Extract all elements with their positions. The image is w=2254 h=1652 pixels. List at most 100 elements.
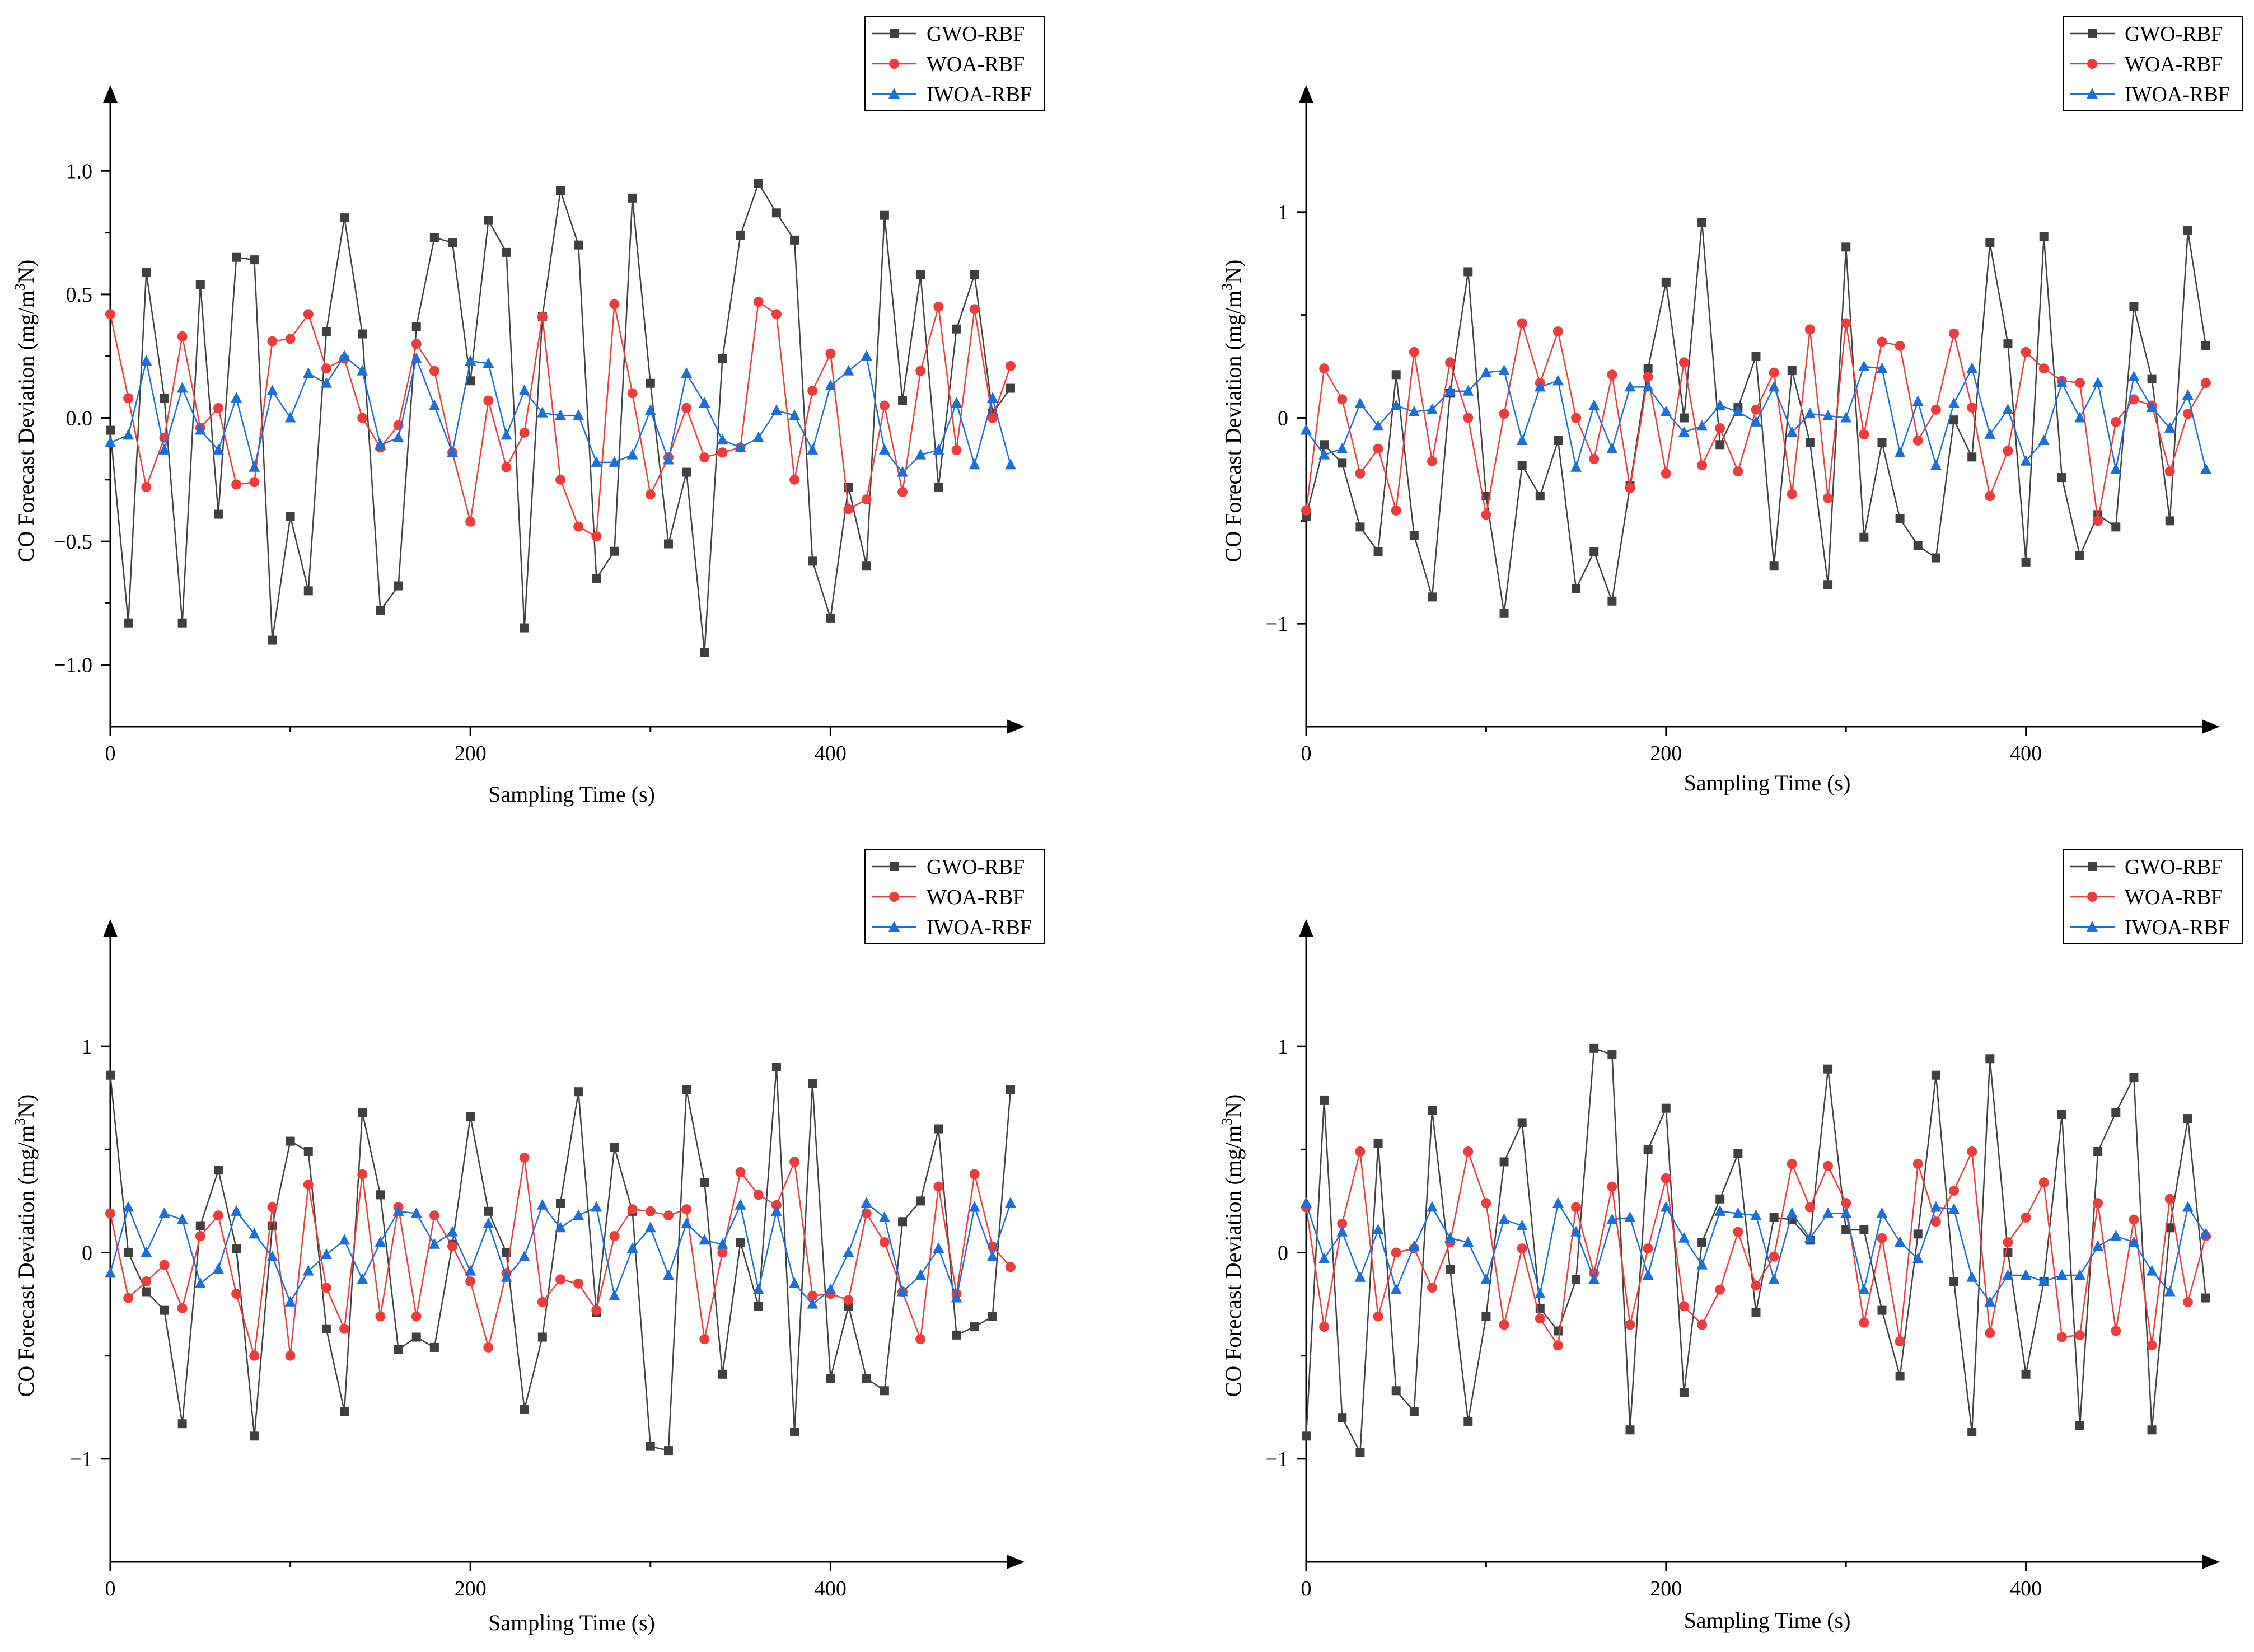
data-point [771, 1063, 781, 1071]
legend-label: GWO-RBF [927, 855, 1025, 879]
data-point [2200, 463, 2211, 474]
data-point [231, 479, 242, 490]
data-point [2075, 551, 2085, 560]
data-point [555, 1222, 566, 1233]
data-point [1913, 541, 1923, 550]
x-tick-label: 0 [105, 742, 116, 765]
data-point [717, 447, 728, 458]
y-tick-label: −1 [1266, 612, 1288, 636]
data-point [1967, 452, 1977, 462]
data-point [284, 1295, 296, 1307]
data-point [1967, 1146, 1977, 1157]
data-point [1606, 1213, 1618, 1224]
data-point [1570, 1225, 1582, 1237]
data-point [555, 1274, 565, 1285]
data-point [1877, 1233, 1887, 1243]
data-point [753, 1190, 764, 1200]
data-point [2003, 446, 2013, 456]
data-point [1804, 1202, 1815, 1213]
data-point [1463, 267, 1473, 277]
legend-label: WOA-RBF [927, 53, 1025, 76]
data-point [177, 618, 187, 628]
data-point [645, 1206, 656, 1216]
data-point [1804, 1232, 1816, 1243]
data-point [1588, 399, 1600, 410]
data-point [2129, 394, 2139, 405]
data-point [1787, 1159, 1797, 1169]
data-point [610, 1143, 619, 1152]
data-point [1463, 1146, 1474, 1157]
data-point [321, 1324, 331, 1333]
data-point [970, 1322, 979, 1332]
data-point [789, 409, 801, 420]
data-point [177, 331, 188, 341]
data-point [555, 474, 565, 485]
data-point [626, 448, 638, 460]
data-point [519, 427, 530, 438]
data-point [663, 1210, 674, 1221]
data-point [1858, 1283, 1870, 1294]
data-point [375, 1311, 386, 1322]
data-point [807, 443, 819, 455]
data-point [1804, 324, 1815, 335]
data-point [1841, 318, 1851, 329]
data-point [1607, 1181, 1617, 1192]
data-point [123, 1201, 134, 1212]
data-point [2020, 1269, 2032, 1280]
data-point [2003, 339, 2013, 349]
data-point [536, 1199, 548, 1210]
data-point [771, 309, 782, 320]
legend-label: WOA-RBF [2125, 53, 2223, 76]
data-point [916, 270, 925, 279]
data-point [2182, 1201, 2194, 1212]
data-point [1373, 1139, 1383, 1148]
series-iwoa-rbf [105, 350, 1016, 477]
data-point [2146, 1265, 2158, 1276]
data-point [177, 1303, 188, 1313]
legend-marker-icon [888, 921, 900, 932]
data-point [1301, 424, 1312, 435]
data-point [897, 466, 909, 477]
data-point [880, 210, 889, 220]
data-point [1984, 1295, 1996, 1307]
data-point [1337, 394, 1348, 405]
data-point [1320, 440, 1329, 450]
y-axis-title: CO Forecast Deviation (mg/m3N) [12, 1094, 39, 1397]
data-point [321, 327, 331, 336]
data-point [249, 1228, 260, 1239]
data-point [1444, 1232, 1456, 1243]
data-point [1354, 397, 1366, 408]
legend-marker-icon [2088, 862, 2097, 871]
data-point [1409, 531, 1419, 540]
data-point [915, 1269, 927, 1280]
data-point [878, 443, 890, 455]
data-point [1355, 522, 1365, 532]
data-point [825, 380, 836, 391]
data-point [213, 509, 223, 519]
data-point [2039, 232, 2049, 241]
data-point [682, 467, 691, 477]
y-axis-title: CO Forecast Deviation (mg/m3N) [1219, 1094, 1246, 1397]
data-point [429, 366, 439, 376]
data-point [1930, 1201, 1942, 1212]
data-point [1006, 361, 1016, 371]
data-point [1823, 1064, 1833, 1074]
data-point [2038, 363, 2049, 374]
data-point [1678, 357, 1689, 368]
data-point [933, 1181, 944, 1192]
data-point [752, 1283, 764, 1294]
data-point [411, 322, 421, 331]
data-point [177, 1419, 187, 1429]
data-point [1930, 1216, 1941, 1227]
data-point [700, 648, 709, 657]
data-point [212, 1262, 224, 1274]
data-point [1499, 1157, 1509, 1167]
data-point [537, 311, 548, 322]
data-point [789, 1277, 801, 1288]
data-point [1949, 415, 1959, 425]
data-point [302, 367, 314, 378]
data-point [1894, 447, 1906, 458]
data-point [2201, 341, 2210, 350]
data-point [1427, 592, 1437, 602]
data-point [1823, 1160, 1834, 1171]
